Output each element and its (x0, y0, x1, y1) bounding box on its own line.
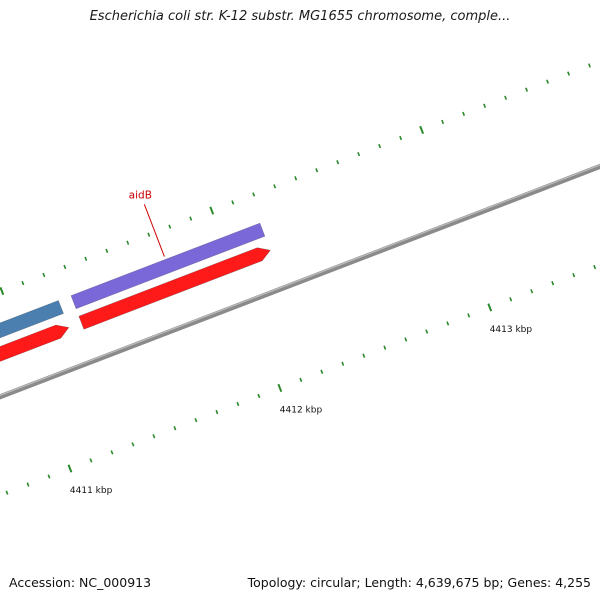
genome-summary-text: Topology: circular; Length: 4,639,675 bp… (247, 575, 591, 590)
forward-minor-tick (588, 63, 591, 68)
forward-minor-tick (336, 160, 340, 165)
reverse-major-tick (67, 464, 73, 473)
forward-major-tick (0, 287, 5, 296)
reverse-minor-tick (152, 434, 156, 439)
forward-minor-tick (231, 200, 235, 205)
forward-minor-tick (567, 71, 571, 76)
forward-minor-tick (357, 151, 361, 157)
reverse-minor-tick (425, 329, 429, 334)
reverse-minor-tick (551, 281, 555, 286)
reverse-minor-tick (341, 361, 345, 366)
forward-minor-tick (483, 103, 487, 108)
kbp-label: 4413 kbp (490, 325, 533, 335)
forward-minor-tick (294, 176, 298, 181)
forward-minor-tick (147, 232, 151, 237)
reverse-minor-tick (404, 337, 408, 342)
forward-minor-tick (441, 119, 445, 125)
reverse-tick-track (5, 264, 597, 495)
accession-text: Accession: NC_000913 (9, 575, 152, 590)
forward-minor-tick (525, 87, 529, 92)
reverse-minor-tick (299, 377, 303, 383)
reverse-minor-tick (110, 450, 114, 455)
reverse-minor-tick (383, 345, 387, 350)
kbp-label: 4411 kbp (70, 486, 113, 496)
reverse-minor-tick (194, 418, 198, 423)
forward-minor-tick (42, 272, 46, 278)
reverse-minor-tick (320, 369, 324, 374)
gene-bar-yjfc[interactable] (0, 300, 64, 368)
forward-minor-tick (168, 224, 172, 229)
reverse-minor-tick (446, 321, 450, 326)
reverse-minor-tick (173, 426, 177, 431)
reverse-minor-tick (5, 490, 9, 495)
forward-minor-tick (504, 95, 508, 100)
forward-minor-tick (315, 168, 319, 173)
leader-line-aidb (143, 204, 165, 257)
forward-minor-tick (84, 256, 88, 261)
reverse-minor-tick (215, 409, 219, 415)
reverse-minor-tick (89, 458, 93, 463)
backbone-line (0, 163, 600, 400)
reverse-minor-tick (236, 401, 240, 407)
reverse-minor-tick (530, 289, 534, 294)
reverse-major-tick (487, 303, 493, 312)
forward-minor-tick (126, 240, 130, 245)
backbone-highlight (0, 164, 600, 396)
reverse-minor-tick (257, 393, 261, 399)
reverse-minor-tick (131, 442, 135, 447)
forward-minor-tick (252, 192, 256, 197)
forward-minor-tick (189, 216, 193, 221)
reverse-minor-tick (26, 482, 30, 487)
forward-minor-tick (546, 79, 550, 84)
gene-label-aidb[interactable]: aidB (129, 189, 152, 201)
cds-arrow-yjfc[interactable] (0, 324, 70, 388)
reverse-minor-tick (467, 313, 471, 318)
forward-minor-tick (378, 143, 382, 149)
reverse-minor-tick (572, 273, 576, 278)
forward-major-tick (209, 206, 215, 215)
gene-bar-aidb[interactable] (70, 222, 266, 310)
kbp-label: 4412 kbp (280, 406, 323, 416)
map-title: Escherichia coli str. K-12 substr. MG165… (89, 9, 511, 24)
forward-minor-tick (63, 264, 67, 270)
forward-minor-tick (105, 248, 109, 253)
reverse-minor-tick (593, 264, 597, 270)
reverse-minor-tick (47, 474, 51, 479)
forward-tick-track (0, 63, 591, 296)
forward-minor-tick (399, 135, 403, 141)
reverse-minor-tick (362, 353, 366, 358)
gene-labels: yjfCaidByjfPulaAulaBulaCulaDulaEyjfNbsmA… (129, 189, 165, 257)
reverse-minor-tick (509, 297, 513, 302)
cds-arrow-aidb[interactable] (78, 247, 271, 330)
reverse-major-tick (277, 383, 283, 393)
feature-track (0, 222, 271, 388)
forward-minor-tick (273, 184, 277, 189)
forward-minor-tick (462, 111, 466, 116)
chromosome-backbone (0, 163, 600, 400)
forward-minor-tick (21, 280, 25, 286)
forward-major-tick (419, 125, 425, 135)
